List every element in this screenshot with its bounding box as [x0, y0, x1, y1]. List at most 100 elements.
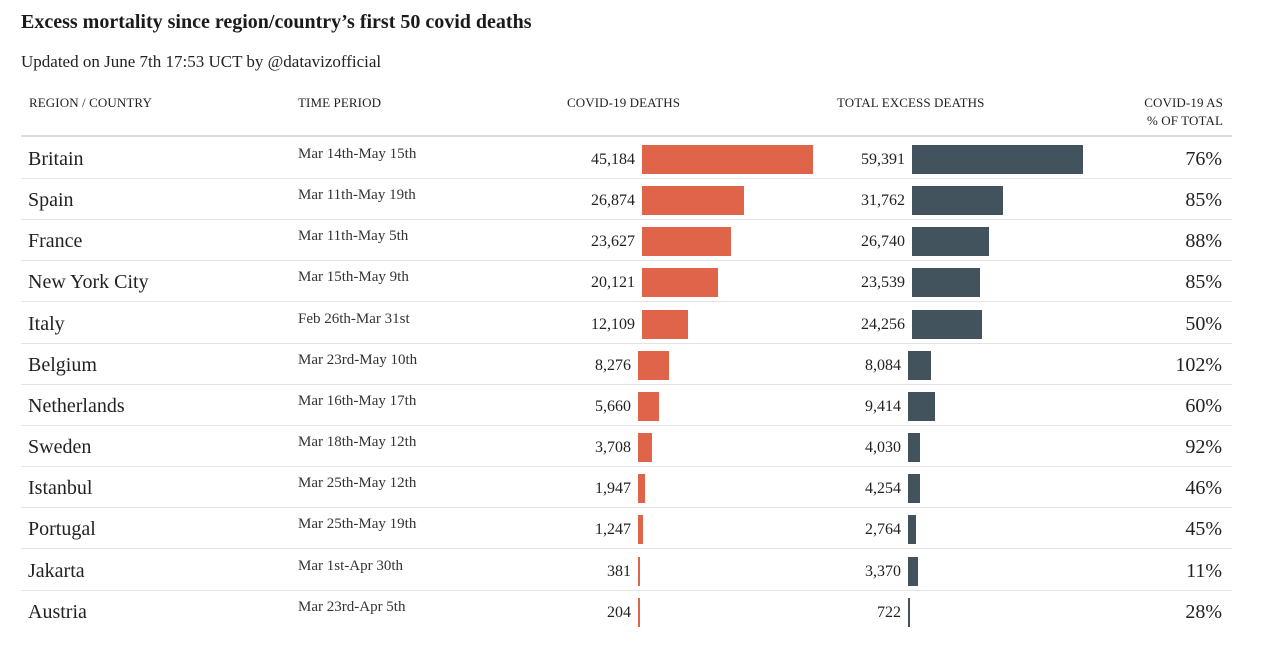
- table-row: Sweden Mar 18th-May 12th 3,708 4,030 92%: [21, 426, 1232, 468]
- row-divider: [21, 424, 1232, 426]
- covid-deaths-value: 5,660: [595, 397, 631, 415]
- excess-deaths-bar: [908, 433, 920, 463]
- excess-deaths-bar: [908, 350, 932, 380]
- time-period: Mar 25th-May 12th: [298, 475, 417, 492]
- table-row: France Mar 11th-May 5th 23,627 26,740 88%: [21, 220, 1232, 262]
- excess-deaths-value: 2,764: [865, 521, 901, 539]
- time-period: Mar 11th-May 5th: [298, 228, 409, 245]
- table-row: Spain Mar 11th-May 19th 26,874 31,762 85%: [21, 179, 1232, 221]
- covid-deaths-value: 26,874: [591, 192, 635, 210]
- covid-deaths-bar: [642, 309, 688, 339]
- header-pct-line-2: % OF TOTAL: [1146, 113, 1223, 128]
- header-total-excess-deaths: TOTAL EXCESS DEATHS: [837, 95, 985, 110]
- excess-deaths-bar: [912, 309, 982, 339]
- covid-pct-of-total: 85%: [1185, 189, 1222, 212]
- covid-deaths-bar: [642, 227, 732, 257]
- covid-pct-of-total: 76%: [1185, 148, 1222, 170]
- covid-pct-of-total: 60%: [1185, 394, 1222, 417]
- excess-deaths-value: 23,539: [861, 274, 905, 292]
- excess-deaths-bar: [912, 145, 1083, 174]
- table-row: Portugal Mar 25th-May 19th 1,247 2,764 45%: [21, 508, 1232, 550]
- region-name: Spain: [28, 189, 74, 212]
- excess-deaths-value: 8,084: [865, 356, 901, 374]
- covid-pct-of-total: 92%: [1185, 436, 1222, 459]
- excess-deaths-bar: [912, 227, 989, 257]
- covid-deaths-value: 12,109: [591, 315, 635, 333]
- covid-deaths-bar: [638, 391, 660, 421]
- excess-deaths-value: 722: [877, 603, 901, 621]
- covid-deaths-value: 204: [607, 603, 631, 621]
- time-period: Mar 23rd-Apr 5th: [298, 598, 406, 615]
- excess-deaths-bar: [908, 556, 918, 586]
- covid-deaths-bar: [642, 145, 813, 174]
- time-period: Mar 18th-May 12th: [298, 434, 417, 451]
- region-name: Italy: [28, 312, 65, 335]
- row-divider: [21, 342, 1232, 344]
- region-name: Britain: [28, 148, 84, 170]
- covid-deaths-value: 8,276: [595, 356, 631, 374]
- covid-deaths-bar: [638, 474, 646, 504]
- header-time-period: TIME PERIOD: [298, 95, 382, 110]
- covid-deaths-bar: [638, 433, 653, 463]
- covid-deaths-bar: [642, 268, 719, 298]
- table-row: Istanbul Mar 25th-May 12th 1,947 4,254 46%: [21, 467, 1232, 509]
- time-period: Mar 11th-May 19th: [298, 187, 416, 204]
- covid-pct-of-total: 45%: [1185, 518, 1222, 541]
- time-period: Mar 15th-May 9th: [298, 269, 409, 286]
- covid-deaths-bar: [638, 597, 640, 627]
- excess-deaths-bar: [908, 597, 911, 627]
- table-row: Belgium Mar 23rd-May 10th 8,276 8,084 102%: [21, 344, 1232, 385]
- row-divider: [21, 548, 1232, 550]
- covid-deaths-bar: [638, 350, 670, 380]
- region-name: Sweden: [28, 436, 92, 459]
- covid-deaths-value: 23,627: [591, 233, 635, 251]
- chart-title: Excess mortality since region/country’s …: [21, 11, 532, 33]
- row-divider: [21, 178, 1232, 179]
- covid-pct-of-total: 102%: [1175, 353, 1222, 376]
- table-row: Netherlands Mar 16th-May 17th 5,660 9,414 60…: [21, 385, 1232, 426]
- region-name: New York City: [28, 271, 149, 294]
- region-name: France: [28, 230, 83, 253]
- time-period: Mar 25th-May 19th: [298, 516, 417, 533]
- excess-deaths-value: 9,414: [865, 397, 901, 415]
- row-divider: [21, 589, 1232, 591]
- covid-deaths-value: 1,247: [595, 521, 631, 539]
- excess-deaths-value: 3,370: [865, 562, 901, 580]
- header-region: REGION / COUNTRY: [29, 95, 152, 110]
- covid-deaths-bar: [642, 186, 744, 216]
- table-row: Italy Feb 26th-Mar 31st 12,109 24,256 50%: [21, 303, 1232, 344]
- excess-deaths-value: 26,740: [861, 233, 905, 251]
- row-divider: [21, 219, 1232, 221]
- excess-deaths-bar: [912, 268, 980, 298]
- covid-pct-of-total: 50%: [1185, 312, 1222, 335]
- table-row: Austria Mar 23rd-Apr 5th 204 722 28%: [21, 591, 1232, 632]
- table-row: Britain Mar 14th-May 15th 45,184 59,391 76%: [21, 138, 1232, 179]
- region-name: Istanbul: [28, 477, 93, 500]
- covid-deaths-value: 381: [607, 562, 631, 580]
- excess-deaths-value: 59,391: [861, 151, 905, 168]
- row-divider: [21, 260, 1232, 262]
- header-divider: [21, 135, 1232, 137]
- excess-deaths-value: 24,256: [861, 315, 905, 333]
- excess-deaths-bar: [908, 474, 921, 504]
- covid-deaths-bar: [638, 556, 640, 586]
- time-period: Mar 1st-Apr 30th: [298, 557, 403, 574]
- region-name: Portugal: [28, 518, 96, 541]
- time-period: Mar 14th-May 15th: [298, 146, 417, 162]
- region-name: Austria: [28, 600, 87, 623]
- row-divider: [21, 301, 1232, 303]
- time-period: Feb 26th-Mar 31st: [298, 310, 410, 327]
- excess-deaths-bar: [908, 391, 936, 421]
- header-pct-line-1: COVID-19 AS: [1144, 95, 1223, 110]
- row-divider: [21, 383, 1232, 385]
- row-divider: [21, 466, 1232, 468]
- chart-subtitle: Updated on June 7th 17:53 UCT by @datavi…: [21, 52, 382, 71]
- covid-pct-of-total: 46%: [1185, 477, 1222, 500]
- covid-deaths-bar: [638, 515, 643, 545]
- excess-deaths-value: 31,762: [861, 192, 905, 210]
- covid-deaths-value: 1,947: [595, 480, 631, 498]
- region-name: Netherlands: [28, 394, 125, 417]
- covid-deaths-value: 3,708: [595, 439, 631, 457]
- header-covid-pct-of-total: COVID-19 AS % OF TOTAL: [1144, 94, 1223, 130]
- covid-pct-of-total: 88%: [1185, 230, 1222, 253]
